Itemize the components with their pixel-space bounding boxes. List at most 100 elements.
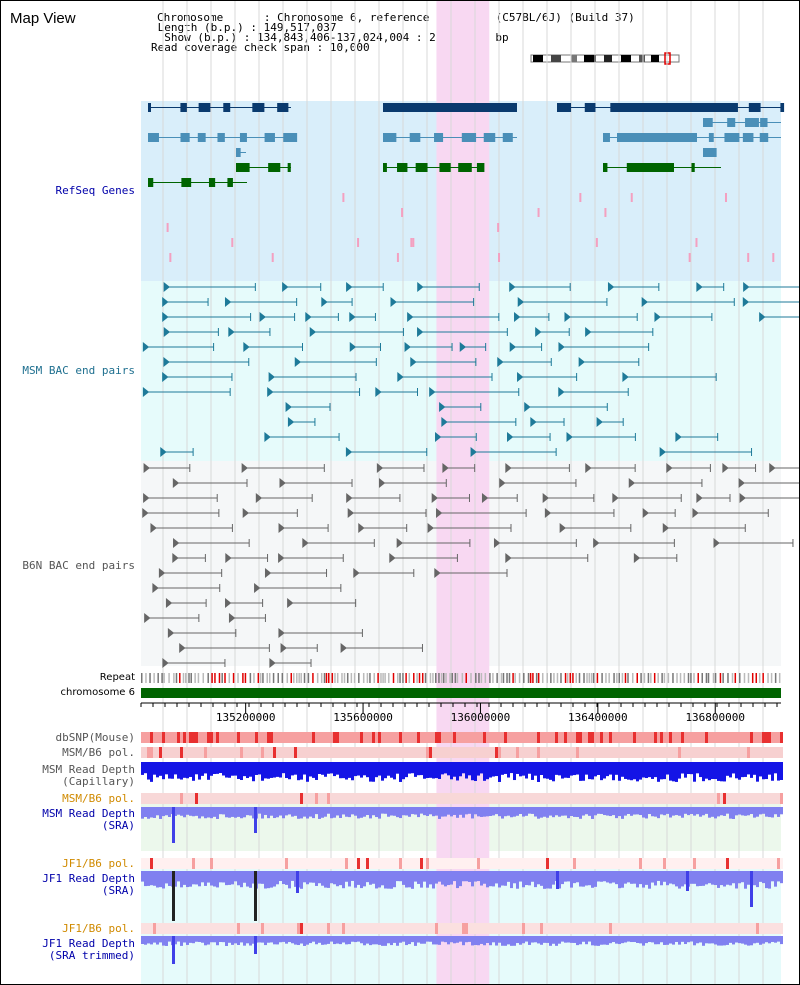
repeat-element — [465, 673, 467, 683]
chromosome-ideogram[interactable] — [529, 52, 684, 66]
pol-bin — [711, 793, 714, 804]
pol-bin — [201, 858, 204, 869]
depth-bin — [477, 762, 480, 776]
pol-bin — [645, 923, 648, 934]
pol-bin — [213, 858, 216, 869]
pol-bin — [564, 858, 567, 869]
repeat-element — [397, 673, 399, 683]
depth-bin — [747, 936, 750, 946]
refseq-pink-mark — [401, 208, 404, 217]
depth-bin — [354, 871, 357, 888]
bac-end-marker — [378, 477, 386, 489]
depth-bin — [477, 936, 480, 946]
depth-bin — [447, 762, 450, 776]
depth-bin — [183, 762, 186, 778]
depth-bin — [444, 871, 447, 887]
pol-bin — [240, 747, 243, 758]
pol-bin — [396, 858, 399, 869]
depth-bin — [522, 762, 525, 776]
depth-bin — [159, 762, 162, 776]
depth-bin — [672, 807, 675, 816]
repeat-element — [492, 673, 494, 683]
pol-bin — [741, 858, 744, 869]
depth-bin — [762, 871, 765, 884]
depth-bin — [744, 871, 747, 889]
depth-bin — [657, 807, 660, 819]
pol-bin — [756, 923, 759, 934]
pol-bin — [393, 793, 396, 804]
pol-bin — [291, 858, 294, 869]
repeat-element — [373, 673, 376, 683]
depth-bin — [624, 762, 627, 779]
depth-bin — [303, 936, 306, 946]
pol-bin — [672, 732, 675, 743]
depth-bin — [180, 807, 183, 816]
bac-end-marker — [162, 296, 169, 308]
pol-bin — [603, 923, 606, 934]
depth-bin — [636, 762, 639, 782]
pol-bin — [396, 923, 399, 934]
depth-spike — [296, 871, 299, 893]
pol-bin — [657, 858, 660, 869]
pol-bin — [387, 732, 390, 743]
depth-bin — [279, 762, 282, 778]
pol-bin — [567, 858, 570, 869]
pol-bin — [618, 747, 621, 758]
depth-bin — [663, 871, 666, 882]
depth-bin — [513, 762, 516, 781]
pol-bin — [357, 793, 360, 804]
pol-bin — [294, 923, 297, 934]
pol-bin — [381, 747, 384, 758]
pol-bin — [498, 923, 501, 934]
pol-bin — [240, 923, 243, 934]
refseq-pink-mark — [724, 193, 727, 202]
depth-bin — [153, 807, 156, 818]
depth-bin — [297, 936, 300, 946]
depth-bin — [498, 936, 501, 943]
pol-bin — [306, 858, 309, 869]
pol-bin — [762, 732, 765, 743]
bac-end-marker — [505, 552, 512, 564]
pol-bin — [219, 732, 222, 743]
pol-bin — [699, 923, 702, 934]
pol-bin — [600, 793, 603, 804]
pol-bin — [315, 858, 318, 869]
pol-bin — [192, 732, 195, 743]
pol-bin — [684, 923, 687, 934]
pol-bin — [558, 732, 561, 743]
pol-bin — [732, 747, 735, 758]
depth-bin — [312, 871, 315, 883]
depth-bin — [687, 762, 690, 775]
repeat-element — [377, 673, 379, 683]
repeat-element — [268, 673, 271, 683]
depth-bin — [249, 871, 252, 888]
depth-bin — [357, 762, 360, 776]
bac-end-marker — [143, 492, 150, 504]
pol-bin — [510, 793, 513, 804]
pol-bin — [195, 747, 198, 758]
depth-bin — [627, 936, 630, 942]
depth-bin — [405, 762, 408, 778]
gene-exon — [208, 178, 216, 187]
bac-end-marker — [493, 537, 501, 549]
bac-end-marker — [269, 657, 276, 669]
depth-bin — [354, 807, 357, 816]
depth-bin — [324, 871, 327, 888]
depth-bin — [708, 807, 711, 818]
pol-bin — [627, 747, 630, 758]
pol-bin — [234, 732, 237, 743]
gene-exon — [217, 133, 225, 142]
bac-end-marker — [628, 477, 636, 489]
depth-bin — [711, 936, 714, 944]
pol-bin — [246, 732, 249, 743]
depth-bin — [246, 936, 249, 944]
depth-bin — [396, 762, 399, 774]
depth-bin — [294, 936, 297, 945]
pol-bin — [180, 732, 183, 743]
bac-end-marker — [173, 537, 180, 549]
pol-bin — [615, 858, 618, 869]
pol-bin — [579, 923, 582, 934]
bac-end-marker — [743, 281, 750, 293]
depth-bin — [270, 936, 273, 943]
